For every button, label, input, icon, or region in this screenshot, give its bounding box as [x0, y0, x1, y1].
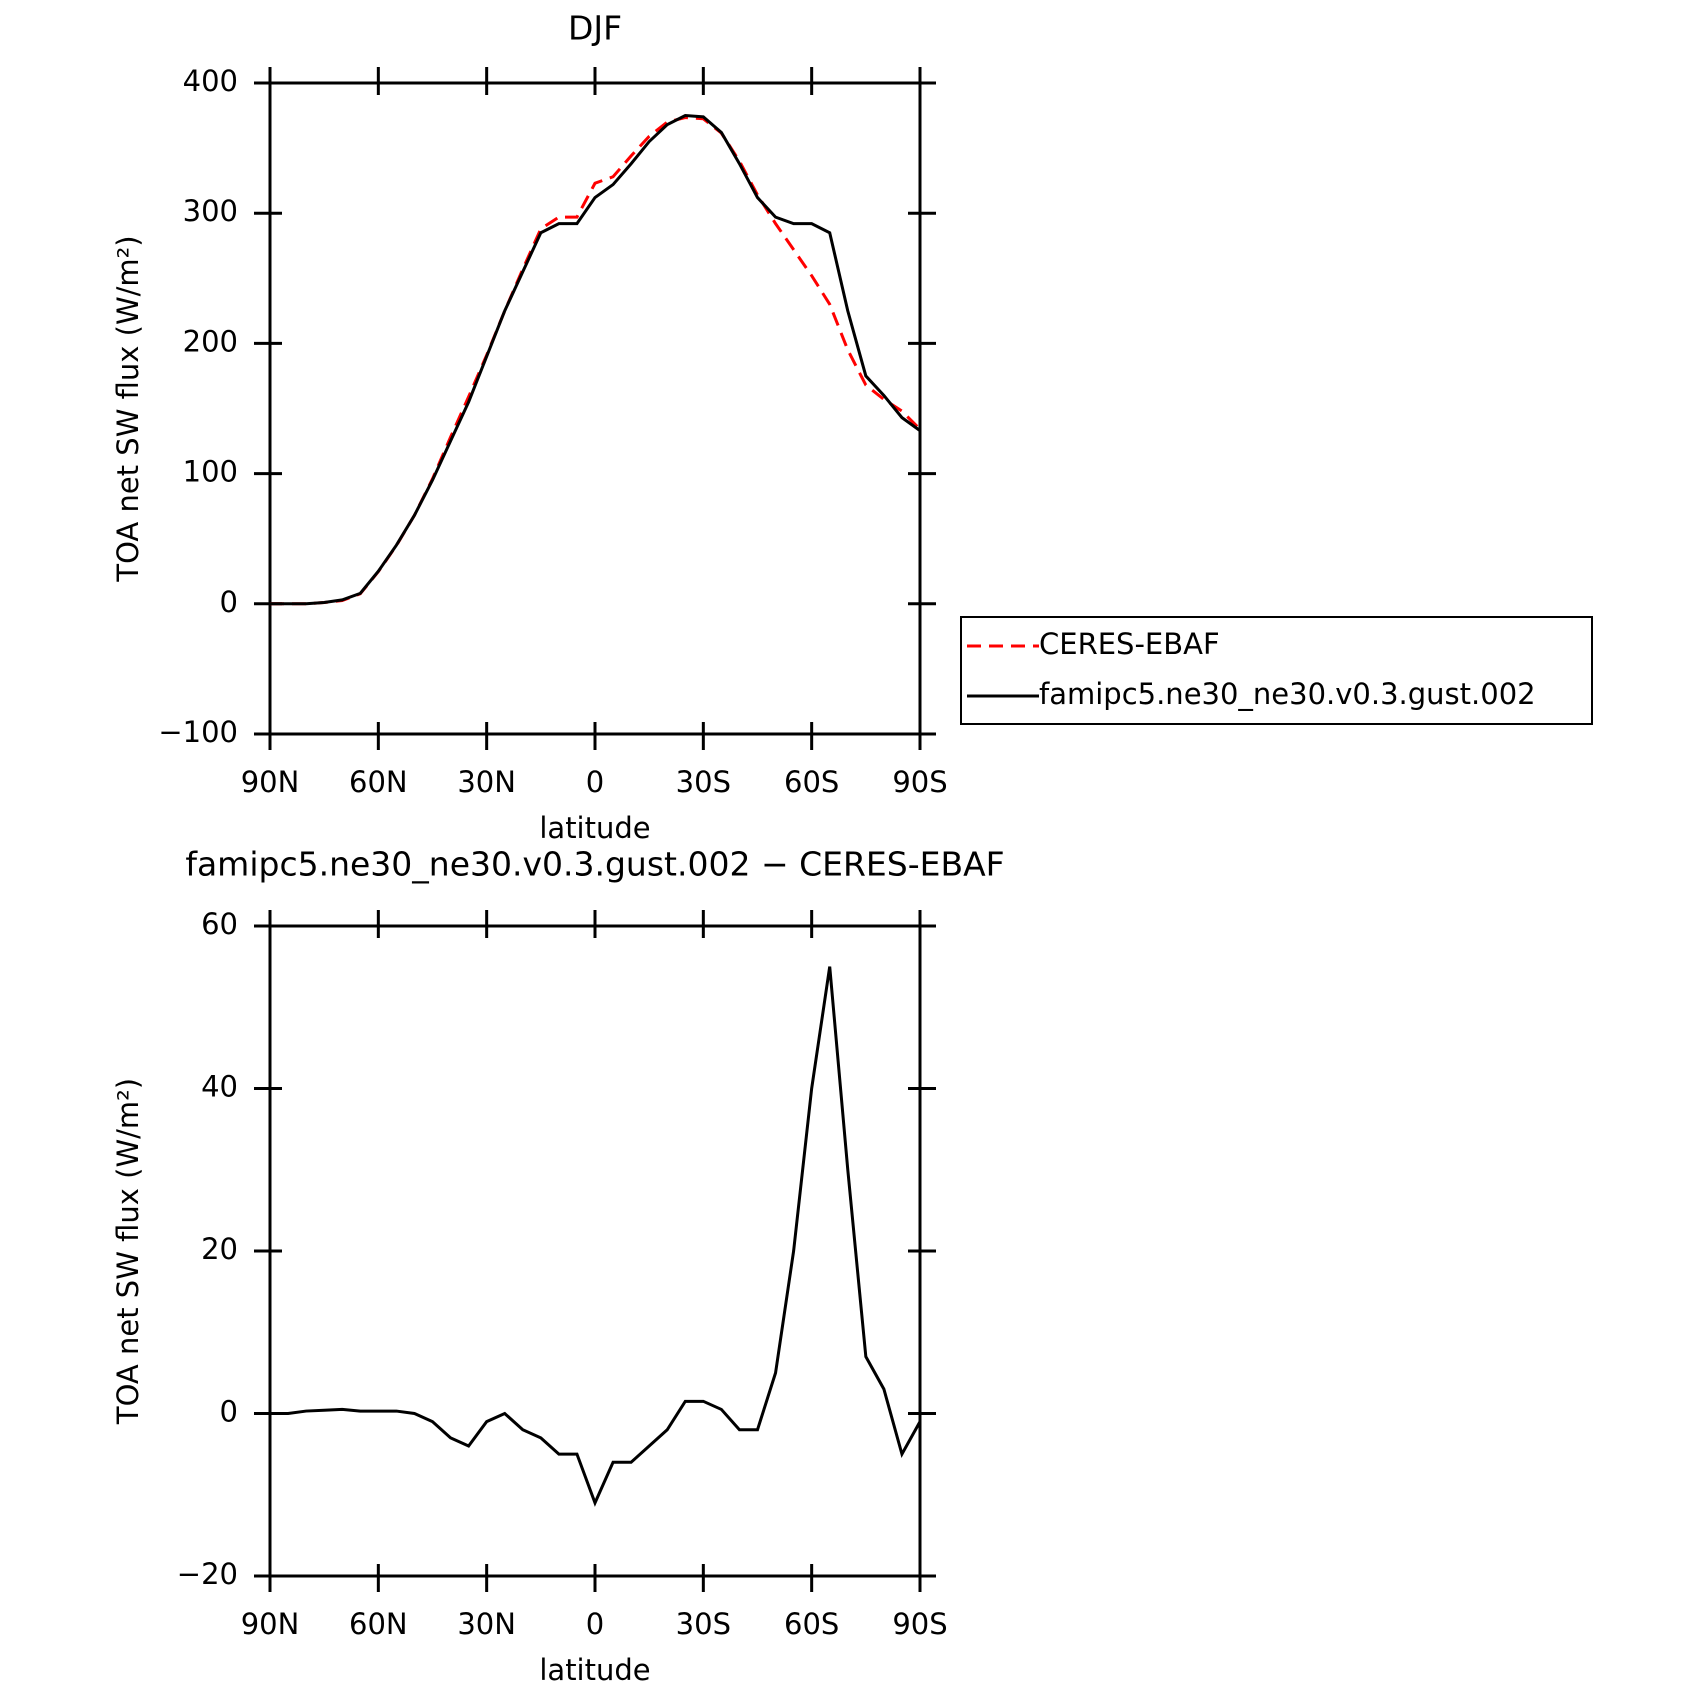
x-tick-label: 60N	[349, 765, 408, 799]
legend-label: CERES-EBAF	[1039, 627, 1220, 661]
x-tick-label: 30N	[457, 765, 516, 799]
y-tick-label: 0	[220, 585, 238, 619]
x-tick-label: 0	[586, 765, 604, 799]
y-tick-label: 20	[201, 1232, 238, 1266]
data-line	[270, 115, 922, 606]
x-axis-label: latitude	[539, 811, 650, 845]
y-tick-label: 400	[183, 64, 238, 98]
data-line	[270, 966, 922, 1507]
x-axis-label: latitude	[539, 1653, 650, 1685]
chart-title: famipc5.ne30_ne30.v0.3.gust.002 − CERES-…	[185, 845, 1004, 884]
plot-frame	[268, 81, 922, 736]
x-tick-label: 30S	[676, 765, 731, 799]
y-tick-label: 200	[183, 324, 238, 358]
y-tick-label: −100	[158, 715, 238, 749]
x-tick-label: 90S	[892, 765, 947, 799]
y-tick-label: 0	[220, 1395, 238, 1429]
x-tick-label: 60N	[349, 1607, 408, 1641]
data-line	[270, 114, 921, 606]
y-tick-label: 40	[201, 1070, 238, 1104]
y-axis-label: TOA net SW flux (W/m²)	[111, 235, 145, 582]
x-tick-label: 90S	[892, 1607, 947, 1641]
y-tick-label: 300	[183, 194, 238, 228]
chart-title: DJF	[568, 9, 622, 48]
legend-box	[960, 616, 1593, 725]
x-tick-label: 90N	[241, 1607, 300, 1641]
x-tick-label: 90N	[241, 765, 300, 799]
y-axis-label: TOA net SW flux (W/m²)	[111, 1078, 145, 1425]
x-tick-label: 30N	[457, 1607, 516, 1641]
x-tick-label: 60S	[784, 1607, 839, 1641]
x-tick-label: 60S	[784, 765, 839, 799]
x-tick-label: 0	[586, 1607, 604, 1641]
y-tick-label: 60	[201, 907, 238, 941]
x-tick-label: 30S	[676, 1607, 731, 1641]
y-tick-label: −20	[177, 1557, 238, 1591]
legend-label: famipc5.ne30_ne30.v0.3.gust.002	[1039, 677, 1536, 711]
y-tick-label: 100	[183, 455, 238, 489]
